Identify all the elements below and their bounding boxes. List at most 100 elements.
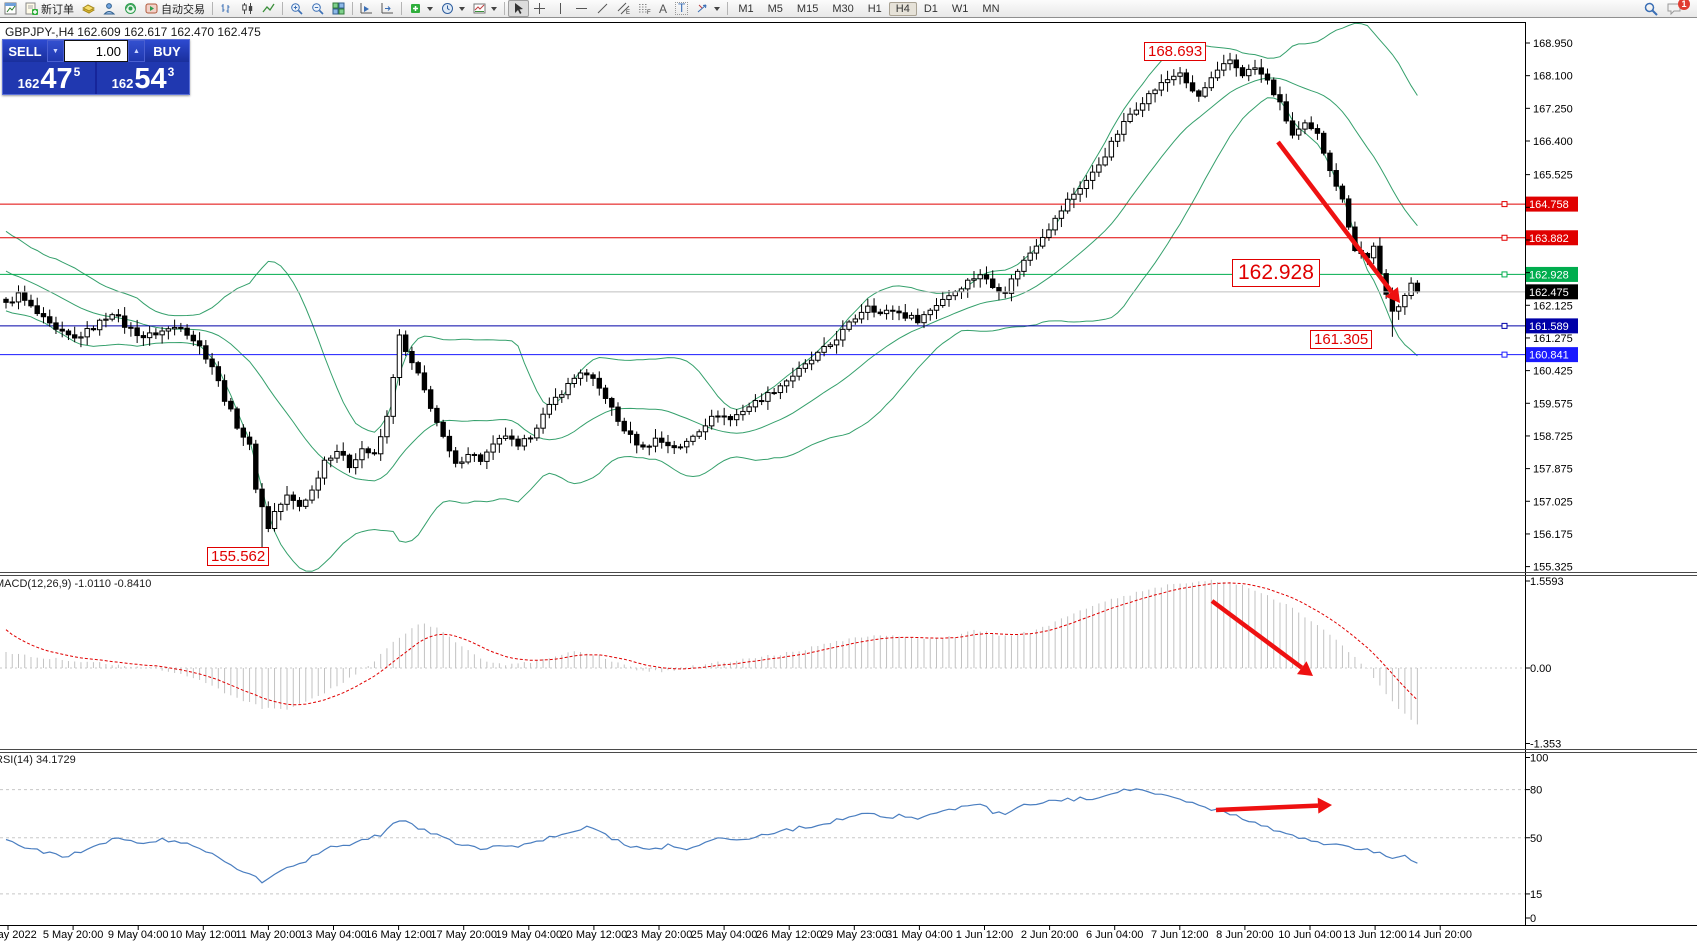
candle	[78, 336, 84, 339]
new-order-button[interactable]: 新订单	[21, 0, 78, 17]
volume-input[interactable]: 1.00	[64, 40, 128, 62]
periods-button[interactable]	[437, 0, 469, 17]
volume-increase-button[interactable]: ▲	[128, 40, 145, 62]
candle	[1296, 128, 1302, 136]
downtrend-arrow-macd[interactable]	[1210, 599, 1313, 676]
label-button[interactable]: T	[671, 0, 692, 17]
timeframe-button-m1[interactable]: M1	[738, 2, 754, 15]
timeframe-button-h1[interactable]: H1	[867, 2, 882, 15]
zoom-in-button[interactable]	[286, 0, 307, 17]
candle	[940, 298, 946, 307]
equidistant-channel-icon: E	[617, 2, 630, 16]
candle	[371, 452, 378, 455]
annotation-low-155562[interactable]: 155.562	[207, 547, 270, 567]
sell-price[interactable]: 162 47 5	[3, 62, 95, 94]
candle	[1370, 245, 1377, 259]
trendline-button[interactable]	[592, 0, 613, 17]
candle	[908, 314, 915, 319]
candle	[1302, 122, 1308, 130]
downtrend-arrow-main[interactable]	[1276, 140, 1400, 303]
volume-decrease-button[interactable]: ▼	[47, 40, 64, 62]
candle	[609, 397, 615, 408]
candle	[983, 274, 990, 280]
candle	[1183, 72, 1190, 84]
svg-text:23 May 20:00: 23 May 20:00	[626, 929, 693, 941]
annotation-level-162928[interactable]: 162.928	[1232, 259, 1320, 288]
candle	[153, 332, 159, 336]
candle	[659, 437, 665, 443]
candle	[221, 380, 228, 402]
timeframe-button-mn[interactable]: MN	[982, 2, 1000, 15]
hline-price-label	[1526, 230, 1578, 246]
candle	[427, 389, 434, 409]
crosshair-button[interactable]	[529, 0, 550, 17]
timeframe-button-d1[interactable]: D1	[923, 2, 938, 15]
tile-windows-button[interactable]	[328, 0, 349, 17]
annotation-high-168693[interactable]: 168.693	[1144, 42, 1207, 62]
hline-button[interactable]	[571, 0, 592, 17]
candle	[565, 382, 571, 396]
signal-icon	[124, 2, 137, 15]
navigator-button[interactable]	[99, 0, 120, 17]
svg-text:6 Jun 04:00: 6 Jun 04:00	[1086, 929, 1144, 941]
svg-text:166.400: 166.400	[1533, 136, 1573, 148]
autotrading-button[interactable]: 自动交易	[141, 0, 209, 17]
svg-text:7 Jun 12:00: 7 Jun 12:00	[1151, 929, 1209, 941]
price-axis[interactable]: 168.950168.100167.250166.400165.525164.6…	[1526, 38, 1578, 925]
vline-button[interactable]	[550, 0, 571, 17]
sell-price-whole: 162	[17, 76, 40, 91]
candle	[1283, 101, 1289, 122]
shapes-button[interactable]	[692, 0, 724, 17]
bar-chart-button[interactable]	[216, 0, 237, 17]
candle	[22, 292, 28, 301]
chart-shift-button[interactable]	[377, 0, 398, 17]
svg-text:10 Jun 04:00: 10 Jun 04:00	[1278, 929, 1342, 941]
zoom-out-button[interactable]	[307, 0, 328, 17]
buy-button[interactable]: BUY	[145, 40, 189, 62]
timeframe-button-m30[interactable]: M30	[832, 2, 854, 15]
candle	[721, 415, 727, 418]
candle	[677, 446, 684, 449]
indicators-button[interactable]	[405, 0, 437, 17]
candle	[833, 339, 840, 346]
autoscroll-button[interactable]	[356, 0, 377, 17]
sell-button[interactable]: SELL	[3, 40, 47, 62]
cursor-button[interactable]	[508, 0, 529, 17]
candle	[846, 321, 852, 330]
notification-badge: 1	[1678, 0, 1690, 10]
search-icon[interactable]	[1644, 2, 1658, 16]
sideways-arrow-rsi[interactable]	[1215, 797, 1332, 814]
candle	[253, 443, 259, 490]
candle	[634, 433, 640, 446]
candle	[708, 415, 715, 427]
templates-button[interactable]	[469, 0, 501, 17]
window-icon[interactable]	[0, 0, 21, 17]
hline-price-label	[1526, 196, 1578, 212]
fibonacci-button[interactable]: F	[634, 0, 655, 17]
annotation-low-161305[interactable]: 161.305	[1310, 330, 1373, 350]
notifications-icon[interactable]: 1	[1667, 0, 1690, 16]
svg-text:1 Jun 12:00: 1 Jun 12:00	[956, 929, 1014, 941]
svg-text:26 May 12:00: 26 May 12:00	[756, 929, 823, 941]
candle	[396, 334, 403, 379]
channel-button[interactable]: E	[613, 0, 634, 17]
candle	[140, 335, 147, 339]
candle	[1289, 120, 1296, 136]
autoscroll-icon	[360, 2, 373, 15]
timeframe-button-m5[interactable]: M5	[767, 2, 783, 15]
buy-price[interactable]: 162 54 3	[97, 62, 189, 94]
candle	[602, 387, 609, 399]
main-chart-panel	[0, 23, 1525, 572]
terminal-button[interactable]	[120, 0, 141, 17]
text-button[interactable]: A	[655, 0, 671, 17]
timeframe-button-h4[interactable]: H4	[888, 1, 917, 16]
timeframe-button-m15[interactable]: M15	[796, 2, 819, 15]
candle	[783, 380, 790, 387]
candlestick-chart-button[interactable]	[237, 0, 258, 17]
line-chart-button[interactable]	[258, 0, 279, 17]
candle	[1227, 59, 1233, 65]
timeframe-button-w1[interactable]: W1	[951, 2, 969, 15]
market-watch-button[interactable]	[78, 0, 99, 17]
